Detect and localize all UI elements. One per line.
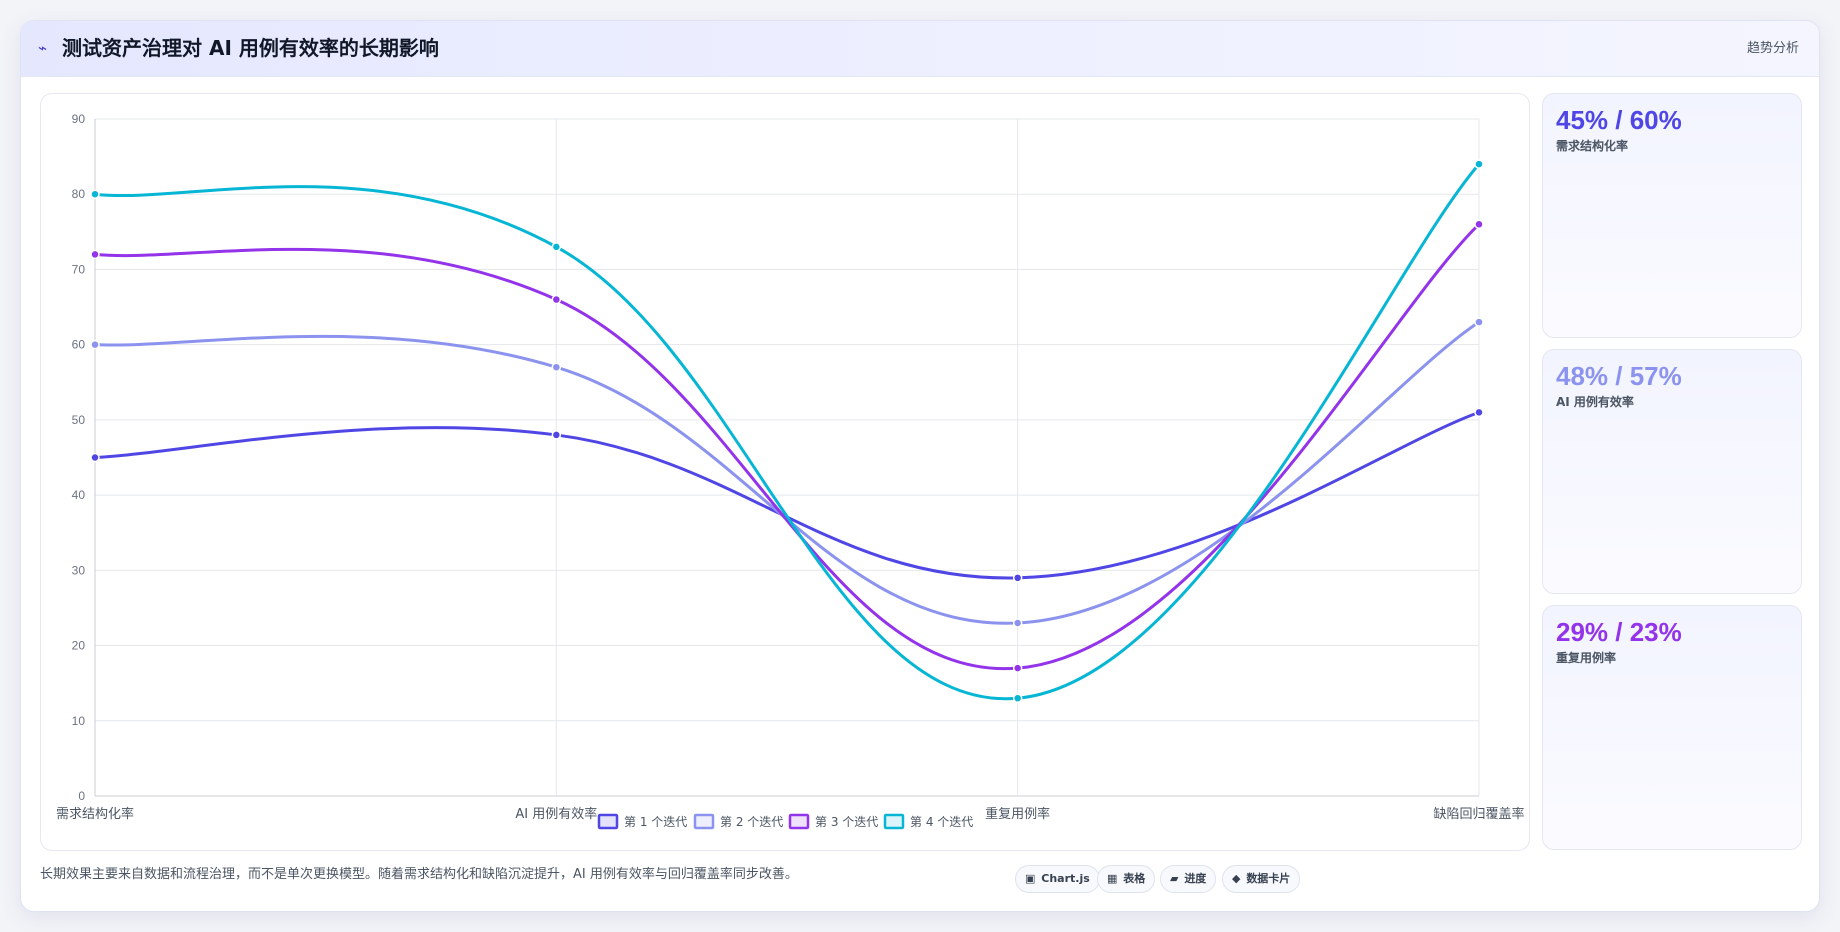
y-tick-label: 60 — [72, 338, 86, 352]
legend-label: 第 4 个迭代 — [910, 815, 973, 829]
page-title: 测试资产治理对 AI 用例有效率的长期影响 — [62, 36, 439, 60]
chart-panel: 0 10 20 30 40 50 60 70 80 90 需求结构化率 AI 用例有效率 重复用例率 缺陷… — [40, 93, 1530, 851]
stat-value: 48% / 57% — [1556, 361, 1682, 391]
data-point — [1474, 407, 1484, 418]
y-tick-label: 80 — [72, 187, 86, 201]
data-point — [551, 242, 562, 252]
data-point — [1474, 317, 1484, 327]
stat-label: 重复用例率 — [1556, 651, 1617, 665]
chip-label: 表格 — [1123, 872, 1146, 885]
stat-value: 29% / 23% — [1556, 617, 1682, 647]
footer-note: 长期效果主要来自数据和流程治理，而不是单次更换模型。随着需求结构化和缺陷沉淀提升… — [40, 867, 798, 882]
stat-card-requirements: 45% / 60% 需求结构化率 — [1542, 93, 1802, 338]
chart-icon: ▣ — [1025, 872, 1036, 885]
data-point — [551, 362, 562, 372]
y-tick-label: 70 — [72, 262, 86, 276]
x-tick-label: 缺陷回归覆盖率 — [1433, 806, 1524, 822]
stat-card-duplicate-rate: 29% / 23% 重复用例率 — [1542, 605, 1802, 850]
chip-table[interactable]: ▦ 表格 — [1097, 865, 1156, 893]
dashboard-card: ⌁ 测试资产治理对 AI 用例有效率的长期影响 趋势分析 0 10 20 30 40 50… — [20, 20, 1820, 912]
x-tick-label: 重复用例率 — [985, 806, 1050, 822]
stat-value: 45% / 60% — [1556, 105, 1682, 135]
stat-card-ai-efficiency: 48% / 57% AI 用例有效率 — [1542, 349, 1802, 594]
y-tick-label: 90 — [72, 112, 86, 126]
y-tick-label: 10 — [72, 714, 86, 728]
lightning-icon: ⌁ — [38, 39, 48, 57]
stat-label: AI 用例有效率 — [1556, 395, 1634, 409]
series-line — [94, 163, 1481, 701]
legend-swatch — [693, 813, 715, 830]
legend-swatch — [597, 813, 619, 830]
chip-data-cards[interactable]: ◆ 数据卡片 — [1222, 865, 1301, 893]
diamond-icon: ◆ — [1232, 872, 1241, 885]
data-point — [90, 452, 100, 463]
card-header: ⌁ 测试资产治理对 AI 用例有效率的长期影响 趋势分析 — [21, 21, 1819, 77]
trend-analysis-label[interactable]: 趋势分析 — [1746, 41, 1799, 56]
data-point — [1474, 159, 1484, 169]
data-point — [551, 294, 562, 305]
y-tick-label: 30 — [72, 563, 86, 577]
y-tick-label: 40 — [72, 488, 86, 502]
data-point — [1012, 618, 1023, 628]
y-tick-label: 50 — [72, 413, 86, 427]
data-point — [551, 430, 562, 440]
data-point — [1012, 573, 1023, 583]
chip-chartjs[interactable]: ▣ Chart.js — [1015, 865, 1100, 893]
stat-label: 需求结构化率 — [1556, 139, 1629, 153]
x-tick-label: 需求结构化率 — [56, 806, 134, 822]
y-tick-label: 20 — [72, 639, 86, 653]
data-point — [1474, 219, 1484, 230]
series-line — [94, 320, 1480, 625]
progress-icon: ▰ — [1170, 872, 1179, 885]
legend-label: 第 1 个迭代 — [624, 815, 687, 829]
data-point — [90, 189, 100, 199]
chip-label: Chart.js — [1041, 872, 1090, 885]
chip-label: 进度 — [1184, 872, 1207, 885]
legend-swatch — [883, 813, 905, 830]
data-point — [90, 249, 100, 260]
legend-label: 第 2 个迭代 — [720, 815, 783, 829]
data-point — [90, 339, 100, 350]
series-line — [94, 410, 1480, 580]
series-line — [94, 223, 1481, 671]
data-point — [1012, 693, 1023, 703]
y-tick-label: 0 — [78, 789, 85, 803]
legend-label: 第 3 个迭代 — [815, 815, 878, 829]
legend-swatch — [788, 813, 810, 830]
chip-label: 数据卡片 — [1246, 872, 1291, 885]
line-chart: 0 10 20 30 40 50 60 70 80 90 需求结构化率 AI 用例有效率 重复用例率 缺陷… — [56, 112, 1525, 830]
chip-progress[interactable]: ▰ 进度 — [1160, 865, 1217, 893]
data-point — [1012, 663, 1023, 673]
x-tick-label: AI 用例有效率 — [515, 806, 597, 822]
table-icon: ▦ — [1107, 872, 1118, 885]
